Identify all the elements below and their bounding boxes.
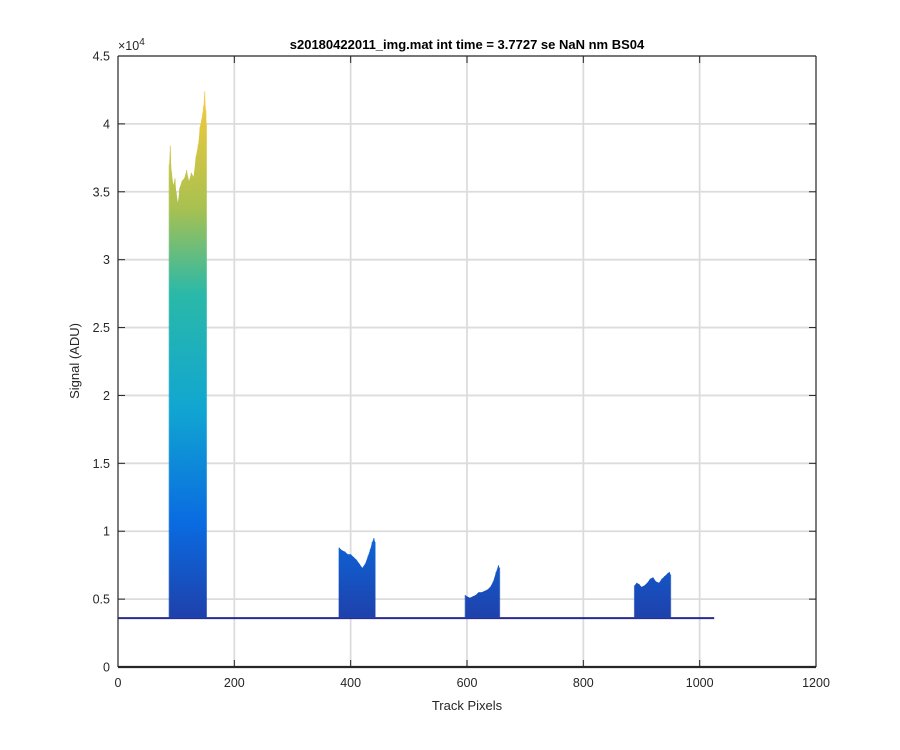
peak-area-3 [465,565,500,619]
x-tick-label: 0 [115,676,122,690]
y-exponent-base: ×10 [118,39,139,53]
ticks: 0 200 400 600 800 1000 1200 0 0.5 1 1.5 2 2.5 3 3.5 4 4.… [93,50,830,691]
chart-title: s20180422011_img.mat int time = 3.7727 s… [290,37,645,52]
y-axis-label: Signal (ADU) [67,323,82,399]
y-tick-label: 3.5 [93,185,110,199]
x-tick-label: 1000 [686,676,714,690]
y-tick-label: 0.5 [93,593,110,607]
x-tick-label: 400 [340,676,361,690]
y-tick-label: 1.5 [93,457,110,471]
y-tick-label: 3 [103,253,110,267]
x-tick-label: 600 [457,676,478,690]
y-tick-label: 2 [103,389,110,403]
data-layer [118,91,715,620]
x-axis-label: Track Pixels [432,698,503,713]
y-tick-label: 4.5 [93,50,110,64]
x-tick-label: 200 [224,676,245,690]
y-exponent-label: ×104 [118,37,145,53]
y-tick-label: 0 [103,661,110,675]
y-tick-label: 1 [103,525,110,539]
y-tick-label: 4 [103,117,110,131]
grid [118,56,816,667]
y-tick-label: 2.5 [93,321,110,335]
y-exponent-power: 4 [139,37,145,48]
x-tick-label: 1200 [802,676,830,690]
x-tick-label: 800 [573,676,594,690]
